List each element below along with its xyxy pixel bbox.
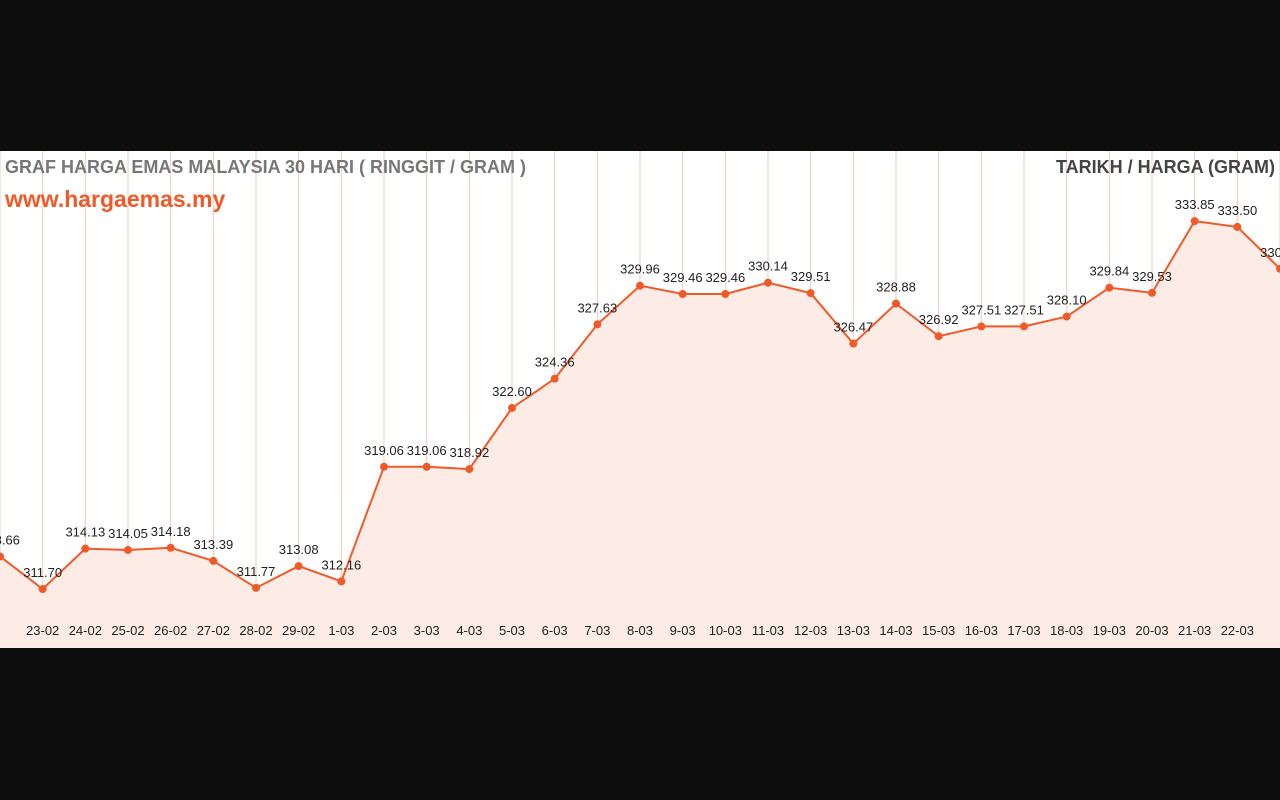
x-tick-label: 28-02 [239, 623, 272, 638]
data-point [0, 552, 4, 561]
data-label: 330.98 [1260, 245, 1280, 260]
data-label: 311.77 [237, 564, 276, 579]
data-label: 326.92 [919, 312, 959, 327]
data-label: 329.84 [1089, 264, 1129, 279]
data-point [1190, 217, 1199, 226]
x-tick-label: 2-03 [371, 623, 397, 638]
data-point [1020, 322, 1028, 331]
data-label: 311.70 [23, 565, 62, 580]
data-label: 327.51 [961, 302, 1001, 317]
x-tick-label: 9-03 [670, 623, 696, 638]
x-tick-label: 3-03 [414, 623, 440, 638]
data-label: 328.10 [1047, 293, 1087, 308]
x-tick-label: 4-03 [456, 623, 482, 638]
x-tick-label: 1-03 [328, 623, 354, 638]
x-tick-label: 7-03 [584, 623, 610, 638]
data-point [849, 339, 858, 348]
data-point [764, 278, 772, 287]
data-label: 329.51 [791, 269, 831, 284]
data-point [422, 462, 431, 471]
x-tick-label: 10-03 [709, 623, 742, 638]
data-point [892, 299, 900, 308]
data-label: 326.47 [833, 320, 873, 335]
x-tick-label: 17-03 [1007, 623, 1040, 638]
x-tick-label: 22-03 [1221, 623, 1254, 638]
x-tick-label: 11-03 [752, 623, 784, 638]
data-label: 329.46 [705, 270, 745, 285]
data-label: 328.88 [876, 280, 916, 295]
x-tick-label: 5-03 [499, 623, 525, 638]
data-label: 329.53 [1132, 269, 1172, 284]
data-point [1062, 312, 1071, 321]
data-label: 324.36 [535, 355, 575, 370]
site-link[interactable]: www.hargaemas.my [5, 186, 226, 212]
data-label: 312.16 [321, 557, 361, 572]
data-point [294, 562, 303, 571]
x-tick-label: 21-03 [1178, 623, 1211, 638]
data-point [934, 332, 943, 341]
x-tick-label: 23-02 [26, 623, 59, 638]
data-point [252, 583, 260, 592]
data-point [465, 465, 474, 474]
axis-legend-label: TARIKH / HARGA (GRAM) [1056, 157, 1275, 177]
x-tick-label: 25-02 [111, 623, 144, 638]
x-tick-label: 26-02 [154, 623, 187, 638]
data-label: 333.85 [1175, 197, 1215, 212]
data-point [124, 545, 132, 554]
data-point [806, 289, 815, 298]
data-point [508, 403, 516, 412]
data-label: 314.05 [108, 526, 148, 541]
x-tick-label: 6-03 [542, 623, 568, 638]
data-label: 314.13 [65, 525, 105, 540]
data-label: 313.39 [193, 537, 233, 552]
data-point [337, 577, 346, 586]
x-tick-label: 12-03 [794, 623, 827, 638]
area-fill [0, 221, 1280, 648]
x-tick-label: 16-03 [965, 623, 998, 638]
data-point [380, 462, 388, 471]
x-tick-label: 20-03 [1135, 623, 1168, 638]
chart-panel: 313.66 311.70 23-02 314.13 24-02 314.05 25-02 3… [0, 151, 1280, 648]
data-point [81, 544, 90, 553]
x-tick-label: 15-03 [922, 623, 955, 638]
data-point [678, 290, 687, 299]
data-point [1233, 222, 1242, 231]
data-point [209, 556, 218, 565]
data-point [593, 320, 602, 329]
x-tick-label: 29-02 [282, 623, 315, 638]
data-label: 329.96 [620, 262, 660, 277]
data-point [550, 374, 559, 383]
data-label: 330.14 [748, 259, 788, 274]
data-label: 314.18 [151, 524, 191, 539]
data-label: 319.06 [364, 443, 404, 458]
x-tick-label: 13-03 [837, 623, 870, 638]
data-label: 327.51 [1004, 302, 1044, 317]
x-tick-label: 27-02 [197, 623, 230, 638]
data-point [636, 281, 644, 290]
data-point [1105, 283, 1114, 292]
chart-title: GRAF HARGA EMAS MALAYSIA 30 HARI ( RINGG… [5, 157, 527, 177]
data-label: 319.06 [407, 443, 447, 458]
x-tick-label: 14-03 [879, 623, 912, 638]
data-label: 333.50 [1217, 203, 1257, 218]
data-point [721, 290, 730, 299]
data-label: 313.08 [279, 542, 319, 557]
data-point [166, 543, 175, 552]
x-tick-label: 18-03 [1050, 623, 1083, 638]
x-tick-label: 24-02 [69, 623, 102, 638]
data-label: 329.46 [663, 270, 703, 285]
x-tick-label: 8-03 [627, 623, 653, 638]
data-label: 313.66 [0, 532, 20, 547]
data-point [1148, 288, 1156, 297]
data-label: 318.92 [449, 445, 489, 460]
data-point [1276, 264, 1280, 273]
data-point [977, 322, 986, 331]
data-label: 322.60 [492, 384, 532, 399]
data-point [38, 585, 47, 593]
x-tick-label: 19-03 [1093, 623, 1126, 638]
price-chart: 313.66 311.70 23-02 314.13 24-02 314.05 25-02 3… [0, 151, 1280, 648]
data-label: 327.63 [577, 300, 617, 315]
